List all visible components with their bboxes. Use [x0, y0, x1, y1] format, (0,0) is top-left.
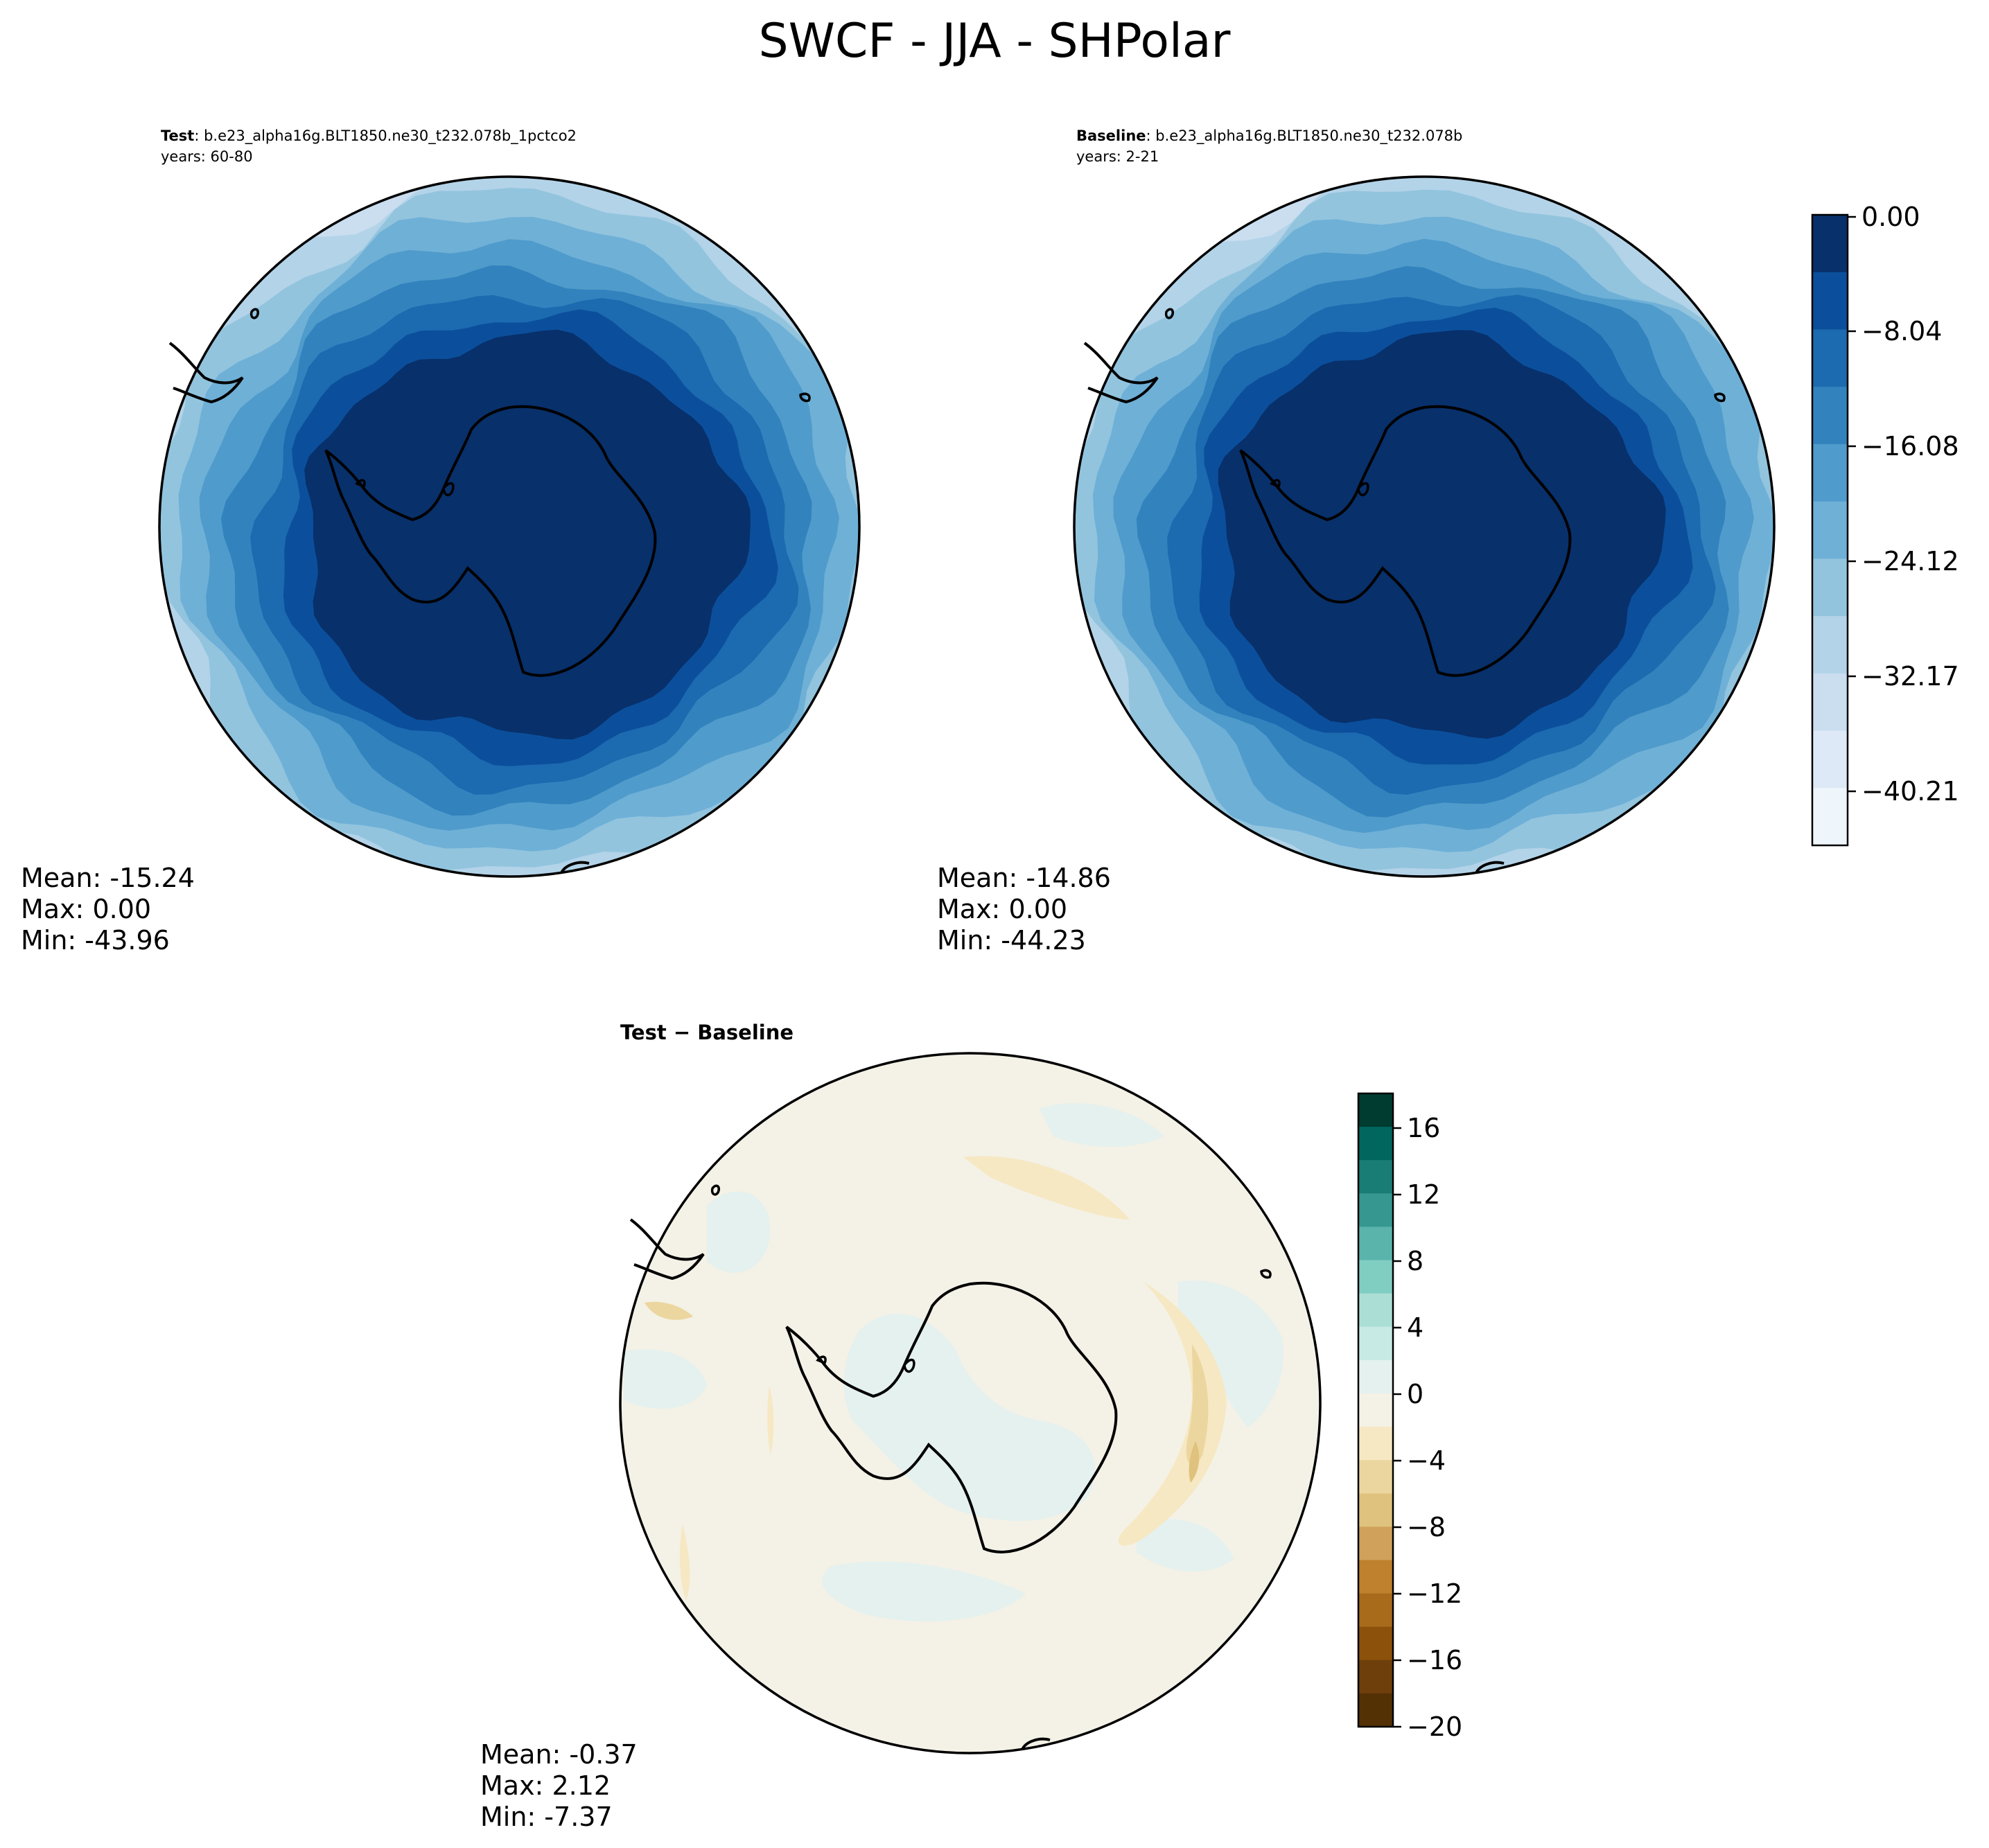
test-contour-bands	[159, 177, 859, 877]
diff-colorbar-block	[1358, 1427, 1393, 1461]
main-colorbar-block	[1812, 730, 1848, 789]
diff-colorbar-block	[1358, 1326, 1393, 1361]
diff-panel: Test − Baseline Mean: -0.37 Max: 2.12 Mi…	[480, 1021, 1322, 1832]
diff-colorbar-tick-label: −12	[1407, 1578, 1462, 1609]
figure-title: SWCF - JJA - SHPolar	[759, 14, 1231, 69]
baseline-map-boundary	[1073, 175, 1776, 878]
diff-colorbar-block	[1358, 1260, 1393, 1294]
diff-colorbar-tick-label: 4	[1407, 1312, 1423, 1343]
test-label-case: : b.e23_alpha16g.BLT1850.ne30_t232.078b_…	[194, 127, 577, 145]
diff-colorbar-tick-label: −8	[1407, 1512, 1446, 1542]
baseline-mean: Mean: -14.86	[937, 863, 1111, 893]
diff-colorbar-block	[1358, 1160, 1393, 1195]
baseline-panel: Baseline: b.e23_alpha16g.BLT1850.ne30_t2…	[937, 127, 1776, 956]
main-colorbar-block	[1812, 501, 1848, 560]
test-panel: Test: b.e23_alpha16g.BLT1850.ne30_t232.0…	[21, 127, 861, 956]
main-colorbar-tick-label: −16.08	[1861, 431, 1959, 461]
main-colorbar-block	[1812, 387, 1848, 445]
main-colorbar-block	[1812, 558, 1848, 617]
main-colorbar: 0.00 −8.04 −16.08 −24.12 −32.17 −40.21	[1811, 202, 1959, 847]
test-mean: Mean: -15.24	[21, 863, 195, 893]
diff-colorbar-block	[1358, 1226, 1393, 1261]
main-colorbar-block	[1812, 215, 1848, 273]
main-colorbar-block	[1812, 673, 1848, 732]
diff-colorbar-block	[1358, 1359, 1393, 1394]
diff-colorbar-block	[1358, 1626, 1393, 1661]
diff-colorbar-tick-label: 0	[1407, 1379, 1423, 1409]
main-colorbar-frame	[1811, 213, 1849, 847]
test-max: Max: 0.00	[21, 894, 151, 924]
diff-colorbar-tick-label: 8	[1407, 1246, 1423, 1276]
main-colorbar-block	[1812, 329, 1848, 387]
diff-colorbar-tick-label: 16	[1407, 1113, 1440, 1143]
diff-colorbar-block	[1358, 1593, 1393, 1628]
diff-colorbar-block	[1358, 1526, 1393, 1561]
test-min: Min: -43.96	[21, 925, 170, 956]
diff-colorbar-frame	[1357, 1092, 1394, 1728]
diff-colorbar-block	[1358, 1127, 1393, 1161]
diff-colorbar-tick-label: −4	[1407, 1445, 1446, 1476]
main-colorbar-blocks	[1812, 215, 1848, 846]
diff-map-boundary	[619, 1052, 1322, 1754]
baseline-label-case: : b.e23_alpha16g.BLT1850.ne30_t232.078b	[1146, 127, 1463, 145]
baseline-years: years: 2-21	[1076, 148, 1159, 165]
test-panel-label: Test: b.e23_alpha16g.BLT1850.ne30_t232.0…	[161, 127, 577, 145]
test-label-bold: Test	[161, 127, 194, 144]
diff-colorbar-ticks: 16 12 8 4 0 −4 −8 −12 −16 −20	[1393, 1113, 1462, 1742]
baseline-panel-label: Baseline: b.e23_alpha16g.BLT1850.ne30_t2…	[1076, 127, 1462, 145]
test-map-boundary	[158, 175, 861, 878]
diff-colorbar-block	[1358, 1560, 1393, 1594]
diff-colorbar: 16 12 8 4 0 −4 −8 −12 −16 −20	[1357, 1092, 1462, 1742]
main-colorbar-tick-label: −32.17	[1861, 661, 1959, 692]
diff-colorbar-tick-label: 12	[1407, 1179, 1440, 1210]
diff-colorbar-blocks	[1358, 1093, 1393, 1727]
diff-colorbar-block	[1358, 1193, 1393, 1228]
diff-colorbar-block	[1358, 1093, 1393, 1127]
main-colorbar-tick-label: 0.00	[1861, 202, 1920, 232]
diff-colorbar-tick-label: −20	[1407, 1711, 1462, 1742]
diff-min: Min: -7.37	[480, 1802, 613, 1832]
diff-max: Max: 2.12	[480, 1770, 611, 1801]
diff-colorbar-block	[1358, 1460, 1393, 1495]
main-colorbar-tick-label: −24.12	[1861, 546, 1959, 577]
baseline-min: Min: -44.23	[937, 925, 1086, 956]
diff-map	[620, 1053, 1320, 1753]
diff-colorbar-block	[1358, 1293, 1393, 1328]
diff-panel-label: Test − Baseline	[620, 1021, 794, 1044]
main-colorbar-ticks: 0.00 −8.04 −16.08 −24.12 −32.17 −40.21	[1848, 202, 1959, 807]
baseline-max: Max: 0.00	[937, 894, 1067, 924]
main-colorbar-tick-label: −8.04	[1861, 316, 1942, 346]
main-colorbar-tick-label: −40.21	[1861, 776, 1959, 807]
main-colorbar-block	[1812, 272, 1848, 331]
diff-colorbar-tick-label: −16	[1407, 1645, 1462, 1675]
baseline-contour-bands	[1074, 177, 1774, 877]
test-years: years: 60-80	[161, 148, 253, 165]
test-map	[159, 177, 859, 877]
diff-colorbar-block	[1358, 1660, 1393, 1694]
main-colorbar-block	[1812, 616, 1848, 674]
diff-colorbar-block	[1358, 1393, 1393, 1427]
baseline-label-bold: Baseline	[1076, 127, 1146, 144]
diff-colorbar-block	[1358, 1493, 1393, 1528]
diff-mean: Mean: -0.37	[480, 1739, 638, 1770]
diff-colorbar-block	[1358, 1693, 1393, 1727]
baseline-contour-band	[1218, 330, 1666, 739]
test-contour-band	[304, 329, 751, 740]
baseline-map	[1074, 177, 1774, 877]
main-colorbar-block	[1812, 788, 1848, 846]
main-colorbar-block	[1812, 443, 1848, 502]
